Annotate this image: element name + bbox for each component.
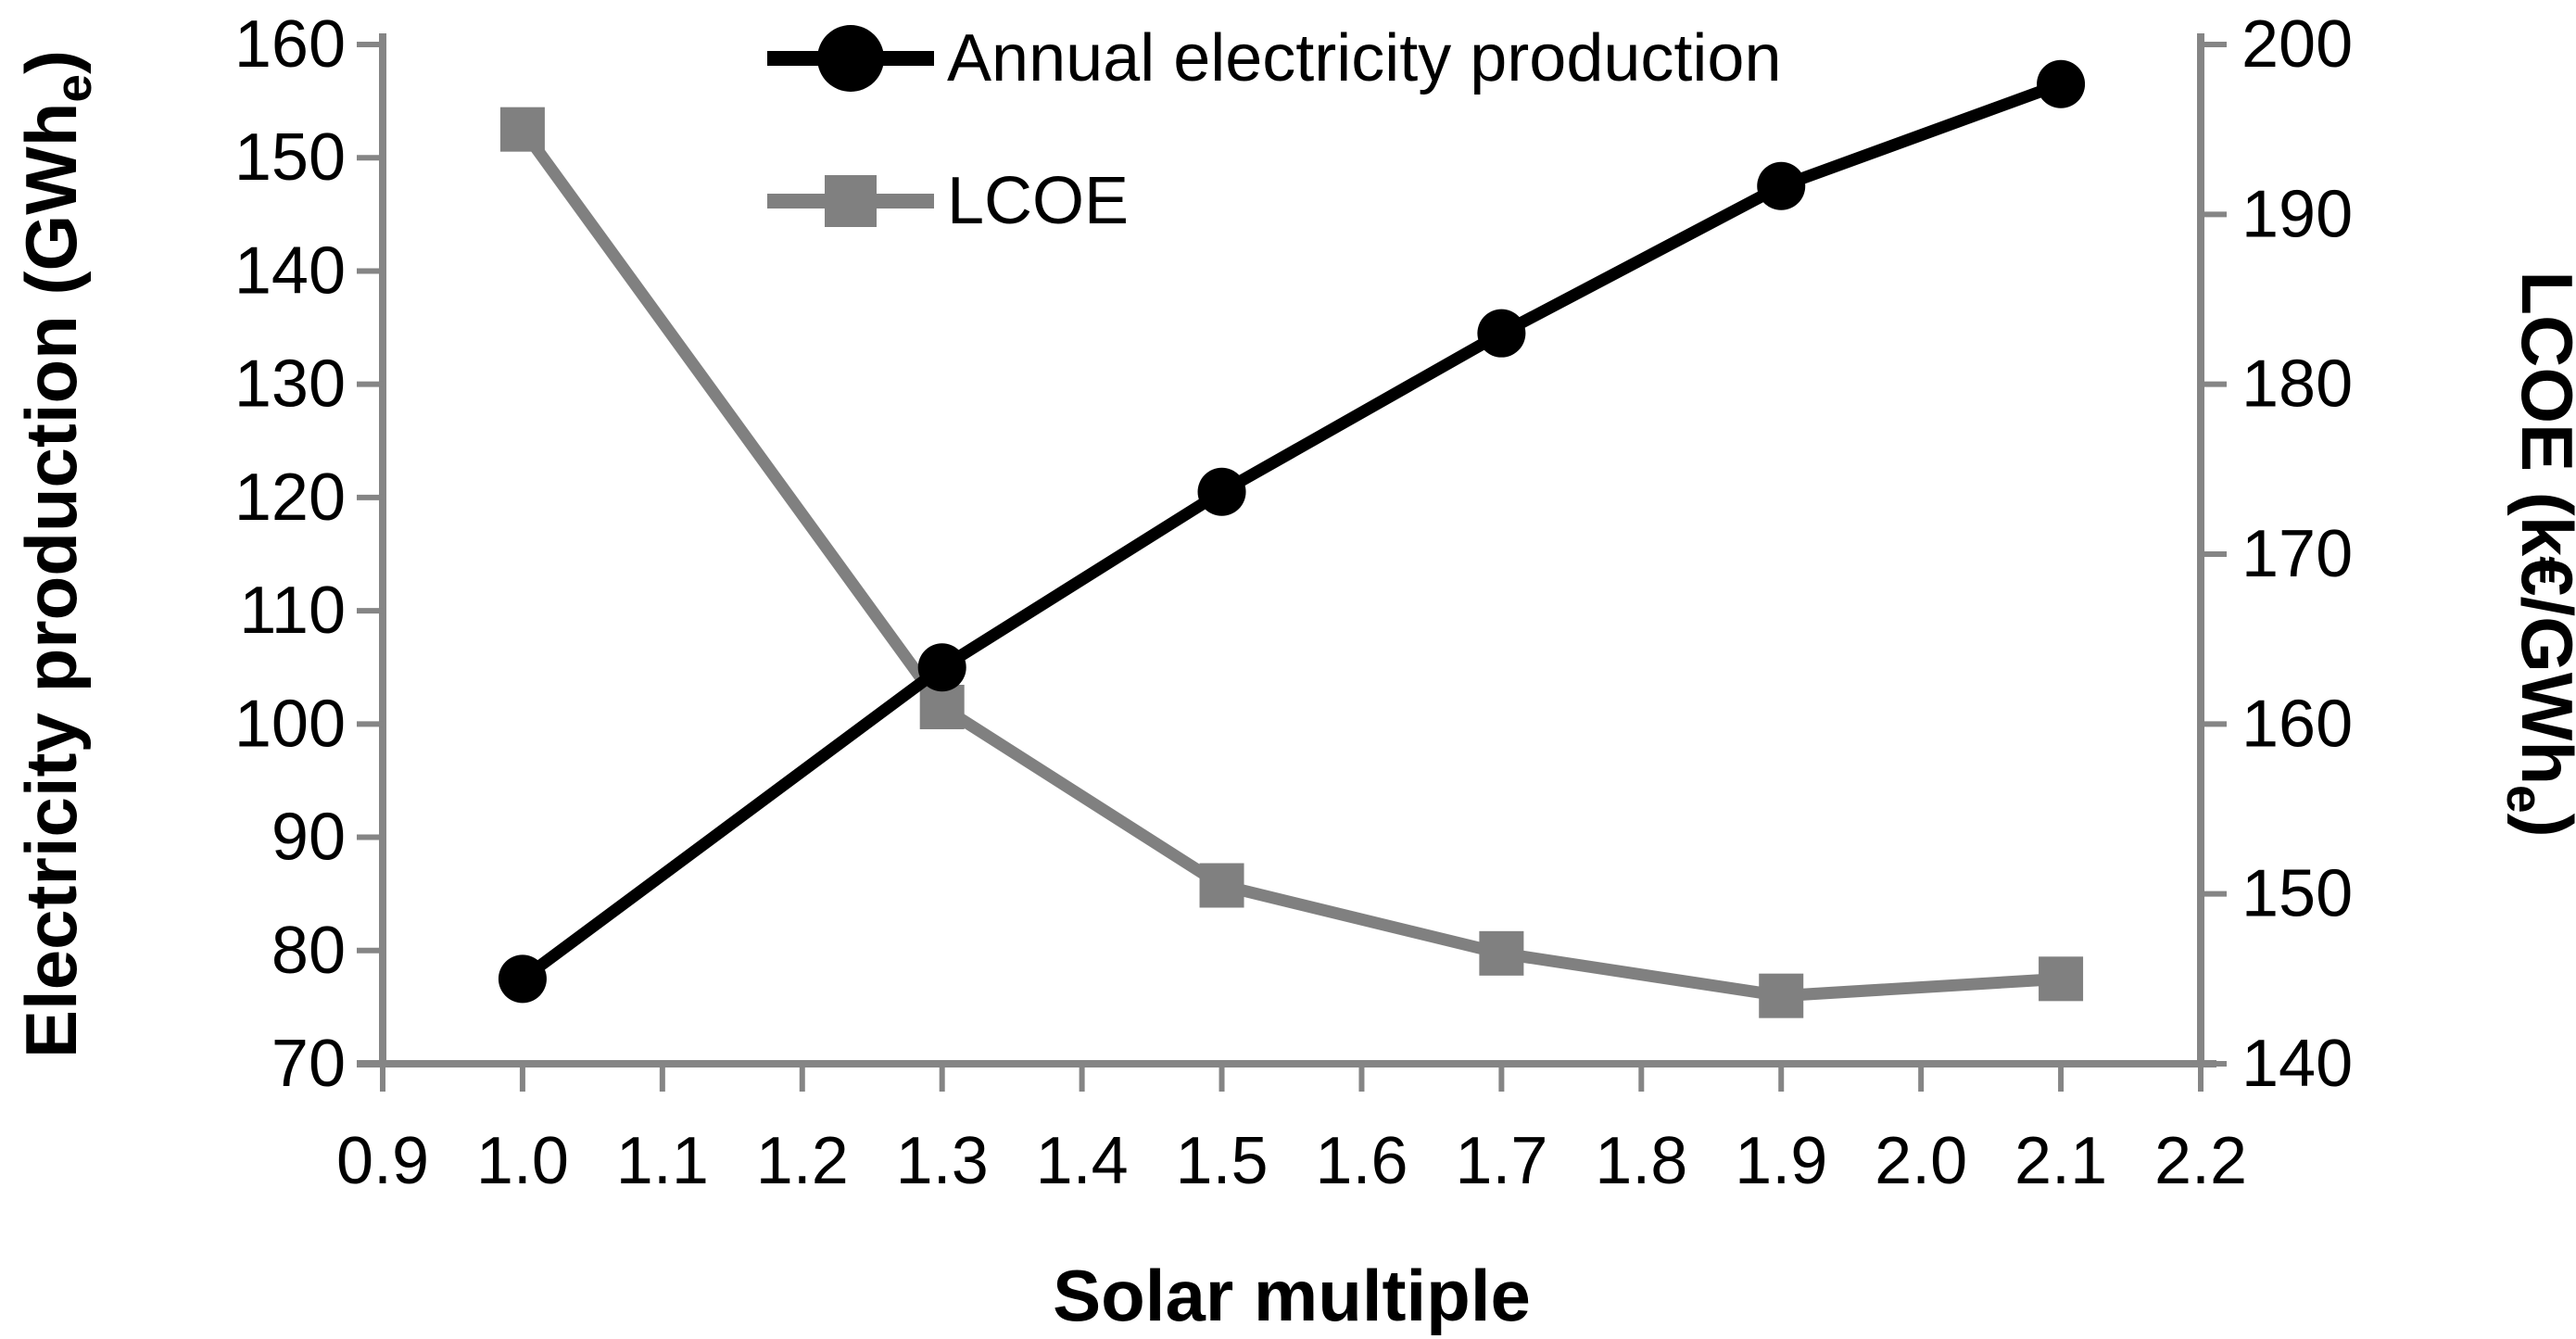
data-point-lcoe[interactable] (1199, 863, 1244, 908)
right-axis-tick-label: 180 (2241, 347, 2353, 422)
left-axis-tick-label: 100 (234, 687, 346, 761)
left-axis-tick-label: 130 (234, 347, 346, 422)
series-line-production (519, 78, 2064, 984)
x-axis-tick-label: 1.9 (1735, 1124, 1827, 1198)
right-axis-title: LCOE (k€/GWhe) (2496, 271, 2576, 837)
legend-item-lcoe[interactable]: LCOE (767, 164, 1129, 238)
x-axis-tick-label: 1.6 (1315, 1124, 1408, 1198)
left-axis-tick-label: 150 (234, 120, 346, 195)
legend: Annual electricity production LCOE (767, 21, 1782, 238)
x-axis-tick-label: 1.2 (756, 1124, 849, 1198)
series-line-lcoe (517, 125, 2062, 1003)
x-axis-tick-label: 1.5 (1175, 1124, 1268, 1198)
x-axis-tick-label: 1.3 (896, 1124, 989, 1198)
x-axis-tick-label: 2.0 (1875, 1124, 1967, 1198)
right-axis-tick-label: 150 (2241, 857, 2353, 931)
data-point-production[interactable] (917, 643, 966, 692)
x-axis-title: Solar multiple (1053, 1255, 1531, 1336)
right-axis-tick-label: 140 (2241, 1027, 2353, 1101)
data-point-production[interactable] (1197, 467, 1246, 516)
data-point-production[interactable] (1477, 309, 1526, 358)
x-axis-tick-label: 1.4 (1036, 1124, 1129, 1198)
legend-circle-marker-icon (817, 25, 884, 92)
left-axis-tick-label: 70 (271, 1027, 346, 1101)
data-point-lcoe[interactable] (2039, 956, 2084, 1002)
legend-label-production: Annual electricity production (947, 21, 1782, 95)
x-axis-tick-label: 1.1 (616, 1124, 709, 1198)
data-point-production[interactable] (1757, 161, 1806, 210)
x-axis-tick-label: 1.8 (1595, 1124, 1687, 1198)
data-point-lcoe[interactable] (919, 685, 965, 729)
data-point-production[interactable] (2037, 59, 2086, 108)
x-axis-tick-label: 0.9 (336, 1124, 429, 1198)
right-axis-tick-label: 190 (2241, 177, 2353, 251)
right-axis-tick-label: 160 (2241, 687, 2353, 761)
data-point-production[interactable] (498, 954, 547, 1004)
left-axis-tick-label: 140 (234, 234, 346, 308)
axes: 70 80 90 100 110 120 130 140 150 160 140 150 160 170 1… (234, 7, 2353, 1198)
data-point-lcoe[interactable] (499, 107, 545, 152)
left-axis-tick-label: 110 (239, 574, 346, 648)
legend-label-lcoe: LCOE (947, 164, 1129, 238)
left-axis-tick-label: 120 (234, 461, 346, 535)
right-axis-tick-label: 200 (2241, 7, 2353, 82)
data-series (498, 59, 2086, 1018)
x-axis-tick-label: 1.0 (476, 1124, 569, 1198)
data-point-lcoe[interactable] (1759, 973, 1804, 1018)
x-axis-tick-label: 2.2 (2154, 1124, 2247, 1198)
right-axis-tick-label: 170 (2241, 517, 2353, 591)
left-axis-tick-label: 90 (271, 801, 346, 875)
left-axis-tick-label: 160 (234, 7, 346, 82)
x-axis-tick-label: 2.1 (2014, 1124, 2107, 1198)
legend-item-production[interactable]: Annual electricity production (767, 21, 1782, 95)
data-point-lcoe[interactable] (1479, 930, 1524, 976)
left-axis-title: Electricity production (GWhe) (10, 50, 102, 1058)
left-axis-tick-label: 80 (271, 914, 346, 988)
legend-square-marker-icon (825, 175, 877, 227)
x-axis-tick-label: 1.7 (1455, 1124, 1547, 1198)
